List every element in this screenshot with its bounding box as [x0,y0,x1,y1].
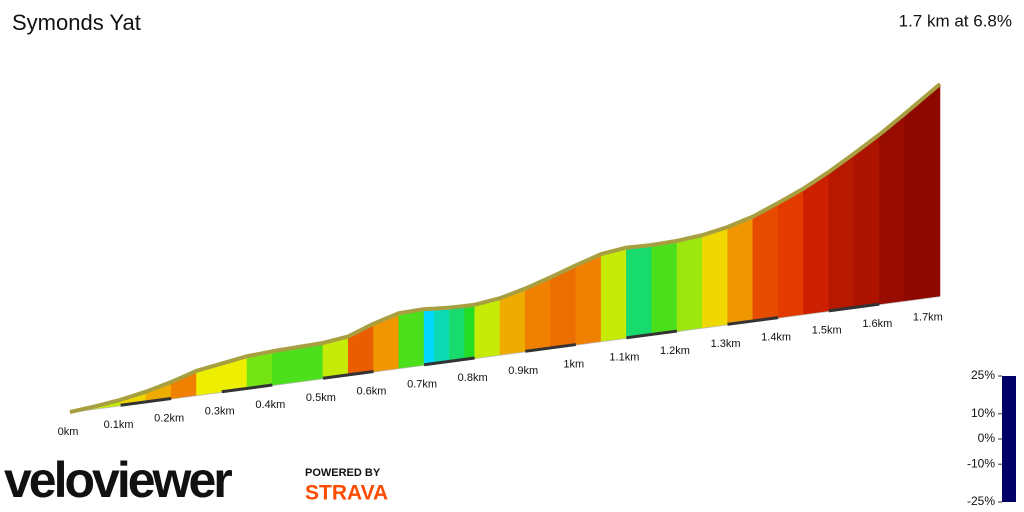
x-tick-label: 0.1km [104,419,134,431]
x-tick-label: 1.3km [711,338,741,350]
x-tick-label: 0.8km [458,372,488,384]
colorbar [1002,376,1016,502]
gradient-segment [575,253,602,345]
colorbar-label: -25% [967,494,995,508]
x-tick [322,370,374,380]
x-tick [828,302,880,313]
x-tick [727,316,779,326]
gradient-segment [904,83,941,302]
gradient-segment [702,226,728,328]
colorbar-label: 10% [971,406,995,420]
x-tick-label: 1.5km [812,325,842,337]
powered-by: POWERED BY [305,467,381,479]
x-tick-label: 1km [563,358,584,370]
colorbar-label: 25% [971,368,995,382]
gradient-segment [853,134,880,308]
x-tick-label: 1.2km [660,345,690,357]
x-tick-label: 1.1km [609,352,639,364]
gradient-segment [423,308,435,366]
x-tick-label: 0.5km [306,392,336,404]
gradient-segment [752,202,779,322]
gradient-segment [449,305,465,362]
gradient-segment [600,247,627,342]
colorbar-label: -10% [967,456,995,470]
gradient-segment [398,308,425,369]
x-tick-label: 0km [58,426,79,438]
logo: veloviewer [4,452,232,508]
gradient-segment [474,297,501,359]
x-tick [221,383,273,394]
top-edge [69,82,942,414]
chart-title: Symonds Yat [12,10,141,35]
gradient-segment [676,234,703,332]
gradient-segment [777,188,804,318]
x-tick [120,397,172,407]
x-tick [626,329,678,340]
x-tick [525,343,577,353]
x-tick-label: 1.7km [913,311,943,323]
gradient-segment [626,244,652,339]
x-tick-label: 0.7km [407,379,437,391]
x-tick-label: 1.4km [761,331,791,343]
x-tick-label: 1.6km [862,318,892,330]
gradient-segment [651,240,678,335]
gradient-segment [727,216,754,325]
x-tick-label: 0.2km [154,412,184,424]
gradient-segment [803,171,829,315]
gradient-segment [272,346,298,386]
x-tick-label: 0.3km [205,406,235,418]
gradient-segment [297,342,324,382]
gradient-segment [464,304,475,360]
colorbar-label: 0% [978,431,996,445]
chart-subtitle: 1.7 km at 6.8% [899,11,1012,30]
x-tick-label: 0.6km [357,385,387,397]
gradient-segment [879,113,905,305]
strava-logo: STRAVA [305,482,388,505]
gradient-segment [828,153,855,312]
x-tick-label: 0.9km [508,365,538,377]
x-tick-label: 0.4km [255,399,285,411]
gradient-segment [433,307,450,364]
x-tick [423,356,475,367]
